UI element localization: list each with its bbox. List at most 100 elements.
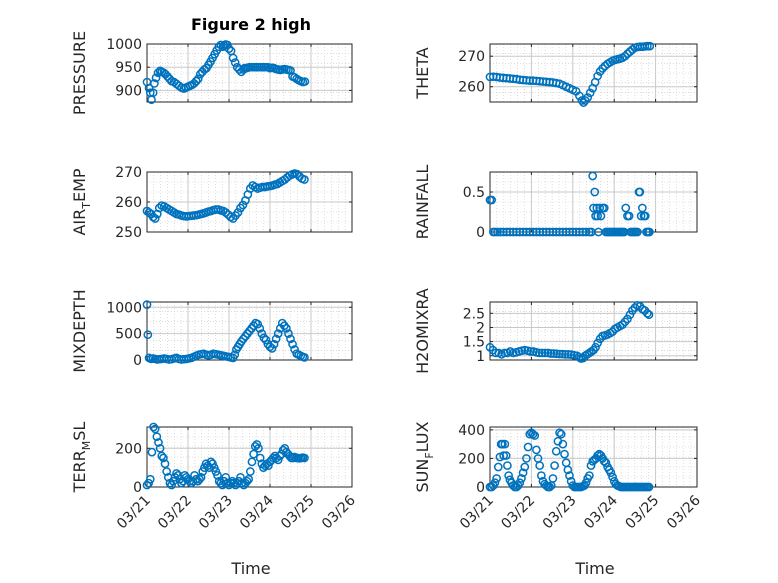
data-point <box>560 449 569 459</box>
data-point <box>228 53 238 63</box>
data-point <box>549 349 559 358</box>
y-tick-label: 2 <box>476 320 485 336</box>
data-point <box>300 77 310 86</box>
data-point <box>599 203 609 213</box>
subplot-pressure: 900 950 1000 PRESSURE <box>70 31 353 115</box>
data-point <box>273 329 283 338</box>
data-point <box>558 349 567 359</box>
subplot-theta: 260 270 THETA <box>413 41 698 107</box>
data-point <box>555 428 564 438</box>
data-point <box>550 461 559 470</box>
data-point <box>624 211 634 221</box>
data-point <box>555 349 564 359</box>
data-point <box>593 338 602 348</box>
data-point <box>563 465 573 475</box>
y-axis-label: MIXDEPTH <box>70 289 89 372</box>
y-tick-label: 270 <box>115 165 142 181</box>
data-point <box>558 439 568 449</box>
y-tick-label: 950 <box>115 60 142 76</box>
data-point <box>581 478 591 488</box>
data-point <box>493 227 502 237</box>
data-point <box>142 300 152 309</box>
y-tick-label: 0 <box>133 480 142 496</box>
data-point <box>490 478 500 488</box>
y-axis-label: AIRTEMP <box>70 168 93 235</box>
data-point <box>150 79 159 88</box>
y-tick-label: 260 <box>458 80 485 96</box>
data-point <box>286 334 295 344</box>
data-point <box>528 429 538 439</box>
data-point <box>155 443 165 453</box>
data-point <box>563 349 573 359</box>
data-point <box>504 471 513 480</box>
data-point <box>236 472 245 482</box>
data-point <box>636 211 646 221</box>
data-point <box>498 439 507 449</box>
y-tick-label: 500 <box>115 327 142 343</box>
axes-box <box>489 426 698 488</box>
x-axis-label-right: Time <box>574 559 614 578</box>
y-axis-label: TERRMSL <box>70 422 93 494</box>
y-tick-label: 1000 <box>106 300 142 316</box>
data-point <box>224 44 234 53</box>
y-tick-label: 260 <box>115 195 142 211</box>
y-tick-label: 400 <box>458 423 485 439</box>
y-axis-label: H2OMIXRA <box>413 288 432 374</box>
data-point <box>193 74 203 84</box>
data-point <box>284 329 293 338</box>
data-point <box>579 98 588 107</box>
data-point <box>520 462 530 472</box>
figure-title: Figure 2 high <box>191 15 311 34</box>
data-point <box>644 482 654 492</box>
data-point <box>588 171 598 181</box>
data-point <box>151 73 161 83</box>
data-point <box>530 431 540 440</box>
data-point <box>515 478 525 488</box>
data-point <box>601 458 611 468</box>
y-tick-label: 0 <box>133 353 142 369</box>
data-point <box>560 349 570 359</box>
data-point <box>288 339 297 349</box>
data-point <box>585 471 594 480</box>
y-axis-label: PRESSURE <box>70 31 89 115</box>
data-point <box>501 451 511 460</box>
data-point <box>583 93 593 102</box>
data-point <box>249 449 258 459</box>
data-point <box>152 432 162 442</box>
data-point <box>548 474 558 483</box>
y-axis-label: SUNFLUX <box>413 421 436 492</box>
data-point <box>253 319 263 329</box>
y-tick-label: 1.5 <box>463 335 485 351</box>
data-point <box>565 471 574 480</box>
data-point <box>535 461 545 470</box>
data-point <box>242 476 252 486</box>
data-point <box>526 347 535 356</box>
data-point <box>143 330 153 340</box>
data-point <box>517 474 526 483</box>
data-point <box>162 467 172 476</box>
data-point <box>591 342 600 352</box>
data-point <box>620 51 630 61</box>
data-point <box>154 438 163 447</box>
data-point <box>540 348 550 358</box>
data-point <box>642 308 652 318</box>
data-point <box>255 324 265 333</box>
data-point <box>147 447 157 457</box>
data-point <box>150 214 160 223</box>
data-point <box>487 195 497 205</box>
data-point <box>589 203 598 213</box>
data-point <box>191 474 201 484</box>
data-point <box>300 353 309 362</box>
data-point <box>638 203 647 213</box>
data-point <box>259 333 269 343</box>
subplot-mixdepth: 0 500 1000 MIXDEPTH <box>70 289 353 373</box>
data-point <box>523 442 533 452</box>
subplot-air-temp: 250 260 270 AIRTEMP <box>70 165 353 241</box>
data-point <box>623 49 632 59</box>
data-point <box>292 169 302 179</box>
y-tick-label: 200 <box>115 441 142 457</box>
data-point <box>245 467 255 476</box>
